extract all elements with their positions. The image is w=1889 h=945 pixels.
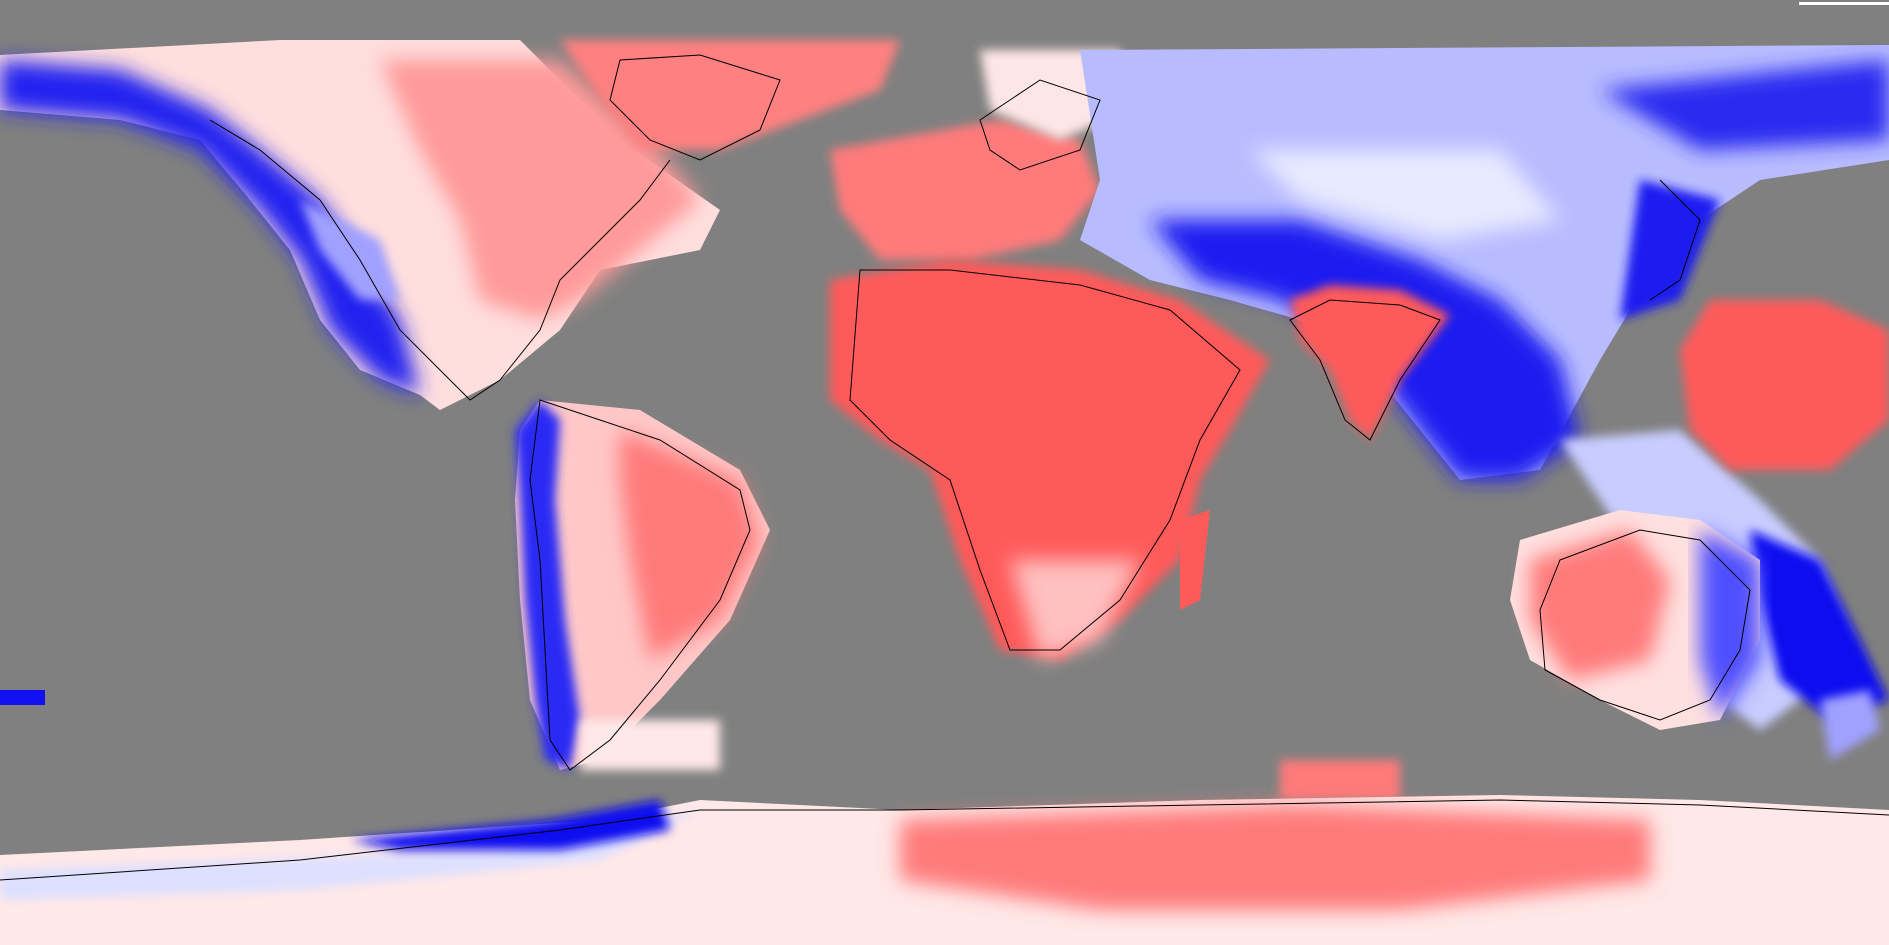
south-ocean-red-patch: [1280, 760, 1400, 800]
antarctica-field: [0, 795, 1889, 945]
europe-field: [830, 120, 1100, 260]
coastlines: [0, 54, 1889, 881]
south-pacific-patch: [0, 690, 45, 705]
maritime-strong-field: [1750, 530, 1889, 720]
pacific-field: [1680, 300, 1889, 470]
new-zealand-field: [1820, 690, 1880, 760]
africa-field: [830, 260, 1270, 660]
scale-indicator: [1799, 2, 1889, 5]
greenland-field: [560, 40, 900, 150]
india-field: [1290, 285, 1450, 440]
australia-field: [1510, 510, 1760, 730]
